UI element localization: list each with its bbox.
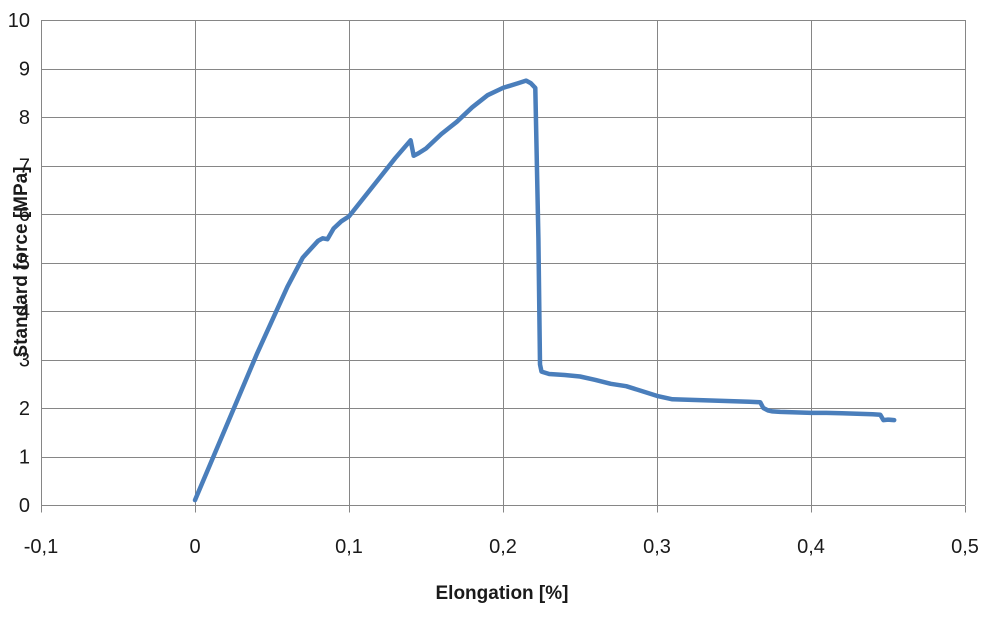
x-tick-label: 0,3	[643, 536, 671, 558]
y-tick-label: 8	[19, 107, 30, 129]
x-tick-label: 0,2	[489, 536, 517, 558]
y-tick-label: 6	[19, 204, 30, 226]
x-tick-label: 0	[189, 536, 200, 558]
x-tick-label: 0,5	[951, 536, 979, 558]
y-tick-label: 1	[19, 447, 30, 469]
x-axis-title: Elongation [%]	[436, 583, 569, 604]
y-tick-label: 10	[8, 10, 30, 32]
y-tick-label: 2	[19, 398, 30, 420]
tick-labels: 0 1 2 3 4 5 6 7 8 9 10 -0,1 0 0,1 0,2 0,3 0,4 0,5	[8, 10, 979, 558]
y-tick-label: 0	[19, 495, 30, 517]
y-tick-label: 5	[19, 253, 30, 275]
x-tick-label: 0,4	[797, 536, 825, 558]
series-line	[192, 78, 897, 503]
y-tick-label: 4	[19, 301, 30, 323]
axes	[41, 505, 966, 513]
grid	[41, 20, 966, 505]
y-tick-label: 9	[19, 59, 30, 81]
y-tick-label: 7	[19, 156, 30, 178]
y-tick-label: 3	[19, 350, 30, 372]
series-layer	[192, 78, 897, 503]
x-tick-label: 0,1	[335, 536, 363, 558]
y-axis-title: Standard force [MPa]	[11, 166, 32, 357]
x-tick-label: -0,1	[24, 536, 58, 558]
